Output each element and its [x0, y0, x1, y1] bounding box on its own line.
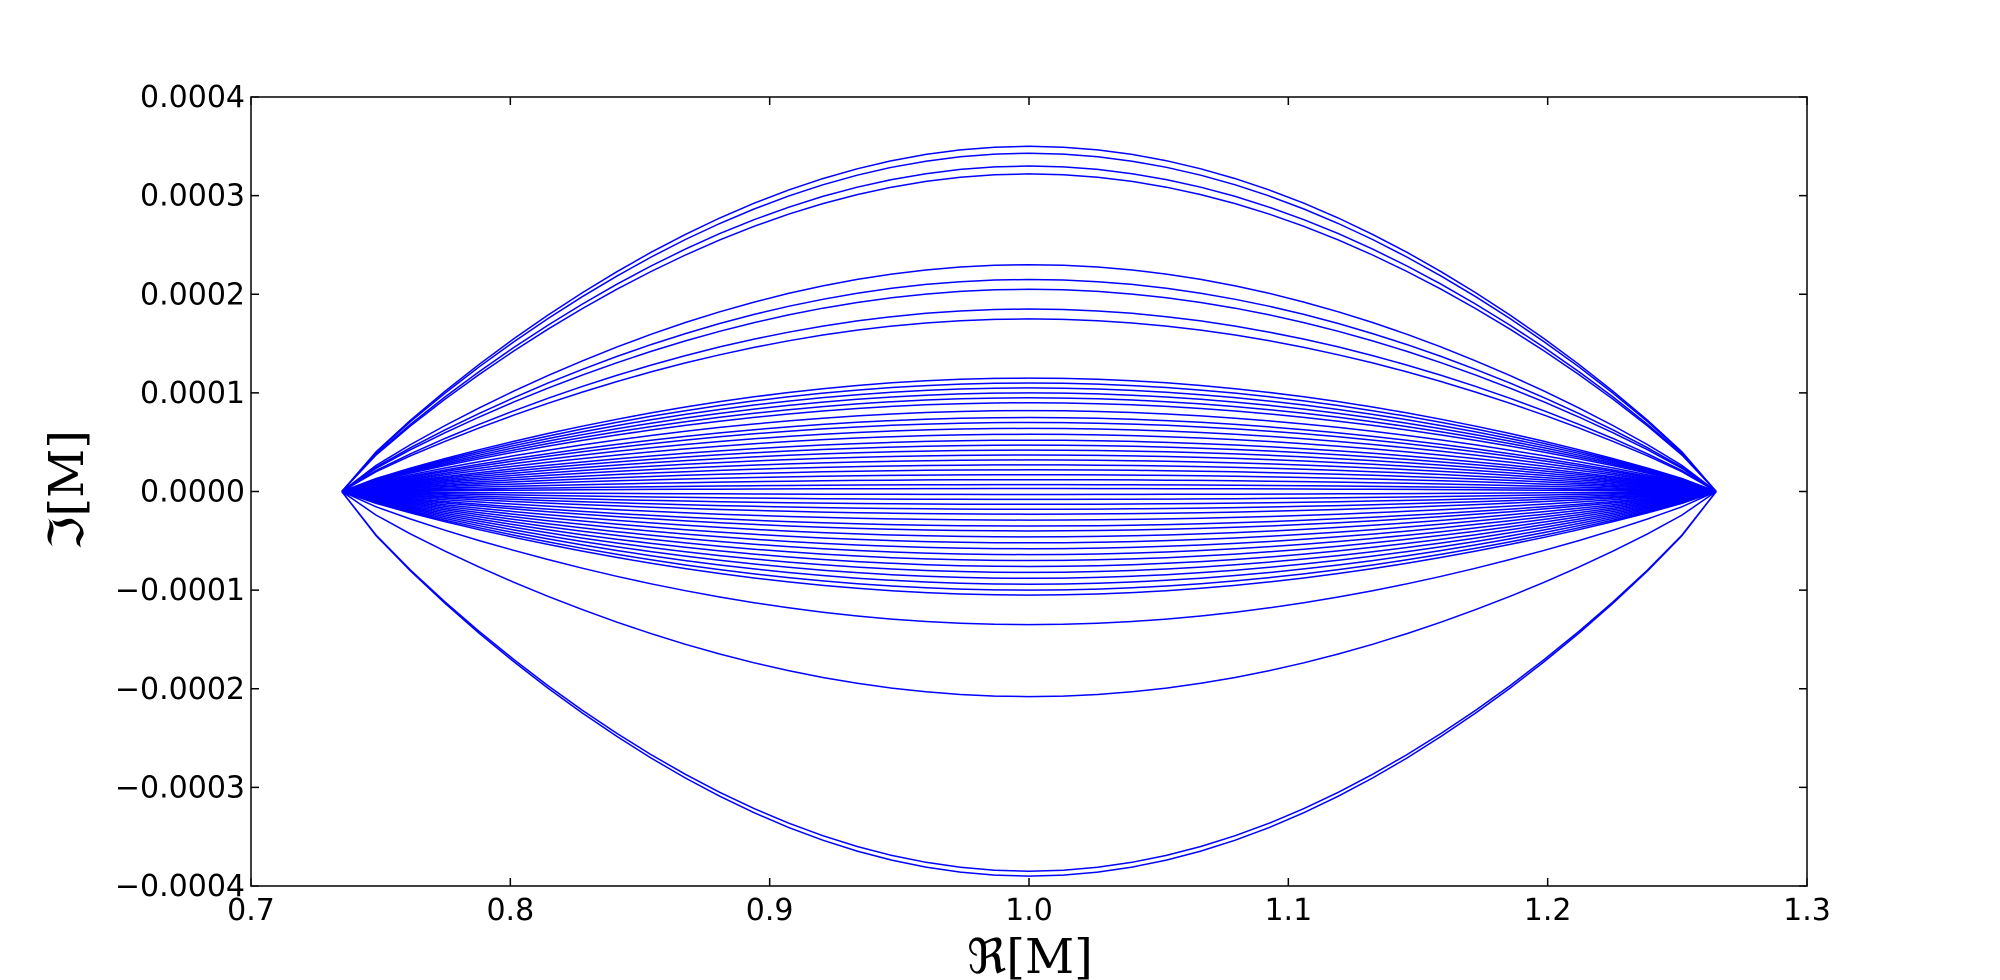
series-line-46 [341, 490, 1717, 580]
series-line-4 [341, 263, 1717, 493]
ticks-layer [250, 96, 1808, 887]
series-line-16 [341, 416, 1717, 493]
series-line-40 [341, 490, 1717, 544]
series-line-28 [341, 478, 1717, 493]
series-line-42 [341, 490, 1717, 556]
series-line-45 [341, 490, 1717, 574]
series-line-33 [341, 490, 1717, 506]
x-tick-label-2: 0.9 [746, 893, 794, 928]
x-tick-label-5: 1.2 [1524, 893, 1572, 928]
series-line-5 [341, 278, 1717, 493]
series-line-43 [341, 490, 1717, 562]
series-line-19 [341, 433, 1717, 493]
series-line-37 [341, 490, 1717, 527]
series-line-52 [341, 491, 1717, 872]
y-tick-label-0: −0.0004 [115, 869, 245, 904]
series-line-23 [341, 454, 1717, 493]
series-line-27 [341, 473, 1717, 493]
series-line-50 [341, 490, 1717, 626]
series-line-17 [341, 421, 1717, 493]
series-line-48 [341, 490, 1717, 591]
plot-area [251, 97, 1807, 886]
series-line-20 [341, 439, 1717, 493]
series-line-53 [341, 491, 1717, 877]
series-line-12 [341, 392, 1717, 493]
y-tick-label-8: 0.0004 [140, 80, 245, 115]
labels-layer: 0.7 0.8 0.9 1.0 1.1 1.2 1.3 −0.0004 −0.0003 −0.00… [115, 80, 1831, 928]
series-line-15 [341, 409, 1717, 493]
y-tick-label-5: 0.0001 [140, 376, 245, 411]
series-line-6 [341, 288, 1717, 493]
y-tick-label-6: 0.0002 [140, 277, 245, 312]
series-line-8 [341, 318, 1717, 493]
series-layer [341, 145, 1717, 877]
series-line-26 [341, 469, 1717, 493]
series-line-21 [341, 444, 1717, 493]
series-line-44 [341, 490, 1717, 568]
y-tick-label-2: −0.0002 [115, 672, 245, 707]
x-tick-label-0: 0.7 [227, 893, 275, 928]
series-line-14 [341, 401, 1717, 493]
series-line-22 [341, 449, 1717, 493]
series-line-39 [341, 490, 1717, 538]
x-tick-label-3: 1.0 [1005, 893, 1053, 928]
series-line-0 [341, 145, 1717, 492]
series-line-18 [341, 427, 1717, 493]
series-line-36 [341, 490, 1717, 521]
y-axis-title: ℑ[M] [39, 430, 95, 550]
x-tick-label-4: 1.1 [1264, 893, 1312, 928]
series-line-9 [341, 377, 1717, 493]
series-line-49 [341, 490, 1717, 596]
y-tick-label-1: −0.0003 [115, 770, 245, 805]
series-line-3 [341, 173, 1717, 493]
series-line-10 [341, 382, 1717, 493]
series-line-7 [341, 308, 1717, 493]
series-line-41 [341, 490, 1717, 550]
series-line-34 [341, 490, 1717, 511]
x-tick-label-6: 1.3 [1783, 893, 1831, 928]
series-line-13 [341, 397, 1717, 493]
series-line-11 [341, 387, 1717, 493]
series-line-25 [341, 464, 1717, 493]
series-line-32 [341, 490, 1717, 501]
series-line-35 [341, 490, 1717, 515]
x-tick-label-1: 0.8 [486, 893, 534, 928]
series-line-30 [341, 487, 1717, 493]
y-tick-label-7: 0.0003 [140, 179, 245, 214]
series-line-51 [341, 490, 1717, 698]
y-tick-label-4: 0.0000 [140, 475, 245, 510]
series-line-47 [341, 490, 1717, 585]
series-line-24 [341, 459, 1717, 493]
series-line-31 [341, 490, 1717, 496]
series-line-1 [341, 152, 1717, 492]
y-tick-label-3: −0.0001 [115, 573, 245, 608]
series-line-2 [341, 165, 1717, 493]
series-line-38 [341, 490, 1717, 532]
series-line-29 [341, 483, 1717, 493]
x-axis-title: ℜ[M] [967, 929, 1093, 980]
